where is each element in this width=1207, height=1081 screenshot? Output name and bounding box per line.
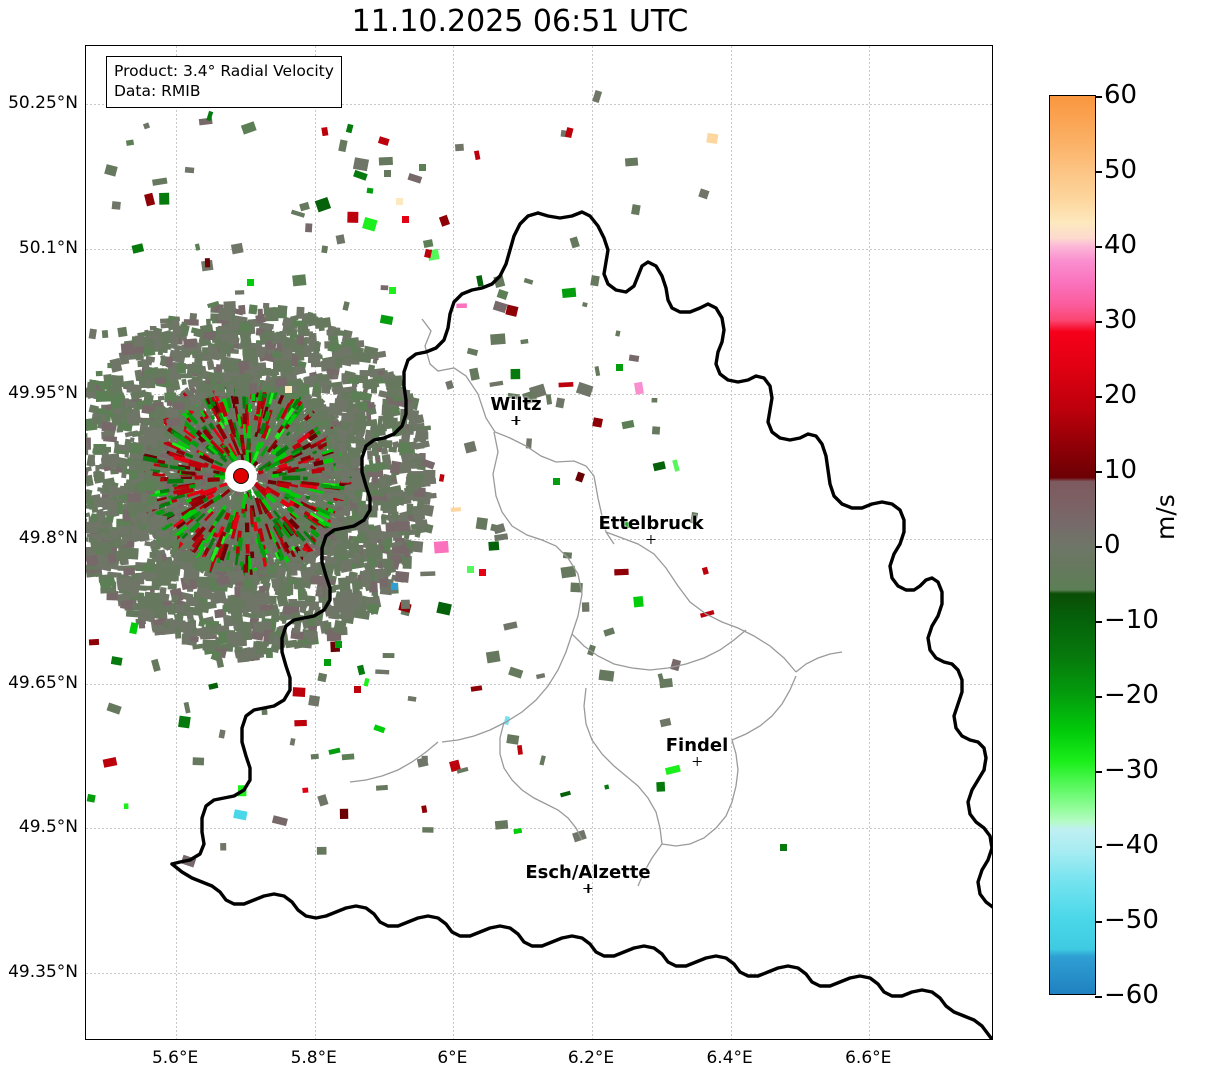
colorbar-tick [1095,246,1102,248]
geography-layer [170,210,992,1039]
colorbar-tick [1095,321,1102,323]
colorbar-tick-label: 60 [1104,80,1138,110]
colorbar-tick [1095,171,1102,173]
x-tick-label: 6.2°E [567,1048,615,1068]
map-clip: Wiltz Ettelbruck Findel Esch/Alzette [86,46,992,1039]
y-tick-label: 49.5°N [18,817,78,838]
colorbar-tick-label: −60 [1104,980,1159,1010]
colorbar-tick-label: 50 [1104,155,1138,185]
colorbar-tick [1095,771,1102,773]
y-tick-label: 49.8°N [18,527,78,548]
colorbar-tick [1095,621,1102,623]
colorbar-tick [1095,846,1102,848]
x-tick-label: 6.4°E [706,1048,753,1068]
gridline-vertical [730,46,732,1039]
colorbar-tick-label: −10 [1104,605,1159,635]
x-tick-label: 5.6°E [151,1048,199,1068]
colorbar-tick [1095,921,1102,923]
colorbar-tick-label: 10 [1104,455,1138,485]
colorbar-tick [1095,546,1102,548]
gridline-horizontal [86,973,992,975]
colorbar-tick [1095,396,1102,398]
colorbar-tick-label: −20 [1104,680,1159,710]
radar-map-axes[interactable]: Wiltz Ettelbruck Findel Esch/Alzette Produc… [85,45,993,1040]
gridline-horizontal [86,248,992,250]
page-title: 11.10.2025 06:51 UTC [351,4,689,39]
y-tick-label: 49.65°N [8,672,78,693]
colorbar-tick-label: 0 [1104,530,1121,560]
colorbar-axis-label: m/s [1151,494,1180,540]
product-info-box: Product: 3.4° Radial Velocity Data: RMIB [106,56,342,108]
colorbar-tick-label: −40 [1104,830,1159,860]
canton-borders [349,318,843,887]
colorbar-tick [1095,471,1102,473]
y-tick-label: 50.1°N [18,237,78,258]
y-tick-label: 49.35°N [8,962,78,983]
radar-echo-layer [86,85,787,868]
colorbar[interactable] [1049,95,1102,998]
gridline-vertical [869,46,871,1039]
y-tick-label: 50.25°N [8,92,78,113]
radar-site-marker[interactable] [233,468,249,484]
colorbar-tick-label: −30 [1104,755,1159,785]
info-product-line: Product: 3.4° Radial Velocity [114,62,334,80]
colorbar-tick-label: 20 [1104,380,1138,410]
y-tick-label: 49.95°N [8,382,78,403]
gridline-vertical [591,46,593,1039]
x-tick-label: 6°E [437,1048,468,1068]
colorbar-tick-label: 30 [1104,305,1138,335]
x-tick-label: 5.8°E [290,1048,337,1068]
gridline-horizontal [86,103,992,105]
colorbar-tick [1095,996,1102,998]
colorbar-tick-label: 40 [1104,230,1138,260]
colorbar-tick [1095,696,1102,698]
gridline-horizontal [86,828,992,830]
colorbar-tick [1095,96,1102,98]
national-border-luxembourg [170,210,992,1039]
colorbar-gradient [1050,96,1095,994]
gridline-vertical [453,46,455,1039]
gridline-horizontal [86,683,992,685]
x-tick-label: 6.6°E [845,1048,892,1068]
info-data-line: Data: RMIB [114,82,201,101]
colorbar-tick-label: −50 [1104,905,1159,935]
